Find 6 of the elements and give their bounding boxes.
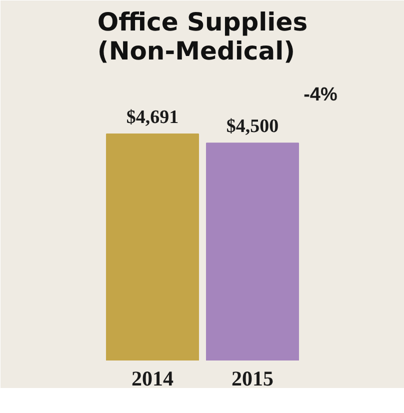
x-tick-label: 2015 <box>232 366 274 390</box>
data-label: $4,500 <box>226 116 279 138</box>
x-tick-label: 2014 <box>132 366 174 390</box>
text: -4% <box>304 84 338 106</box>
chart-title: Office Supplies (Non-Medical) <box>97 8 308 66</box>
data-label: $4,691 <box>126 106 179 128</box>
